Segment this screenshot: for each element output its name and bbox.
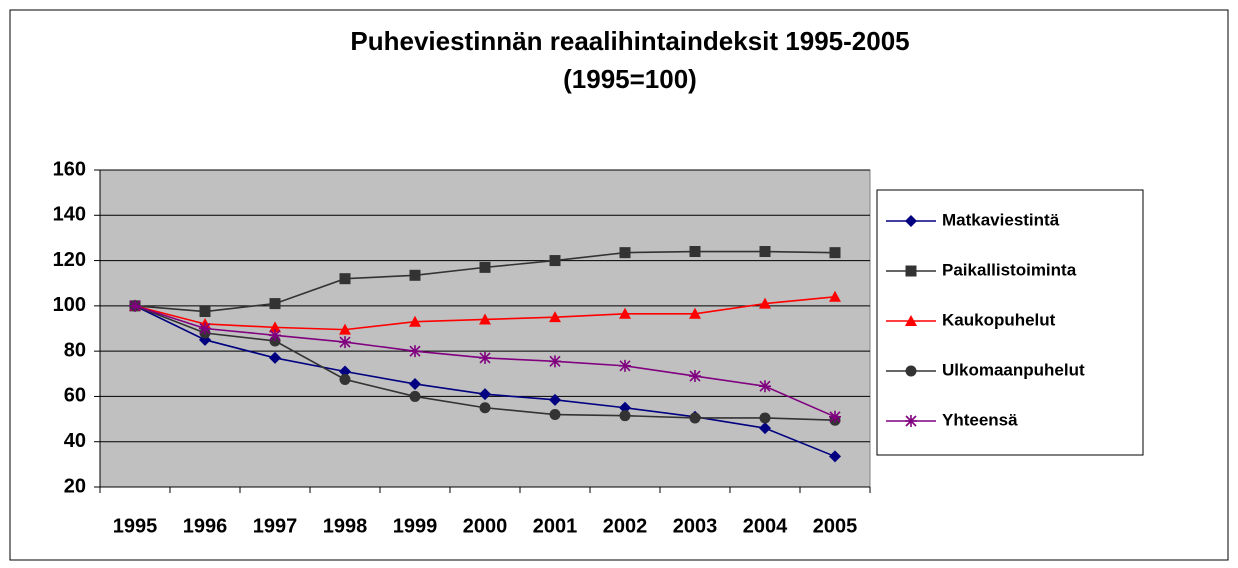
marker: [549, 355, 561, 368]
y-tick-label: 120: [53, 249, 86, 271]
marker: [409, 315, 421, 327]
marker: [619, 401, 631, 414]
marker: [759, 412, 771, 424]
x-tick-label: 2000: [463, 515, 508, 537]
y-tick-label: 100: [53, 294, 86, 316]
x-tick-label: 1995: [113, 515, 158, 537]
marker: [479, 261, 491, 273]
marker: [619, 359, 631, 372]
marker: [549, 311, 561, 323]
y-tick-label: 160: [53, 158, 86, 180]
marker: [619, 247, 631, 259]
marker: [829, 410, 841, 423]
legend-label: Yhteensä: [942, 410, 1018, 429]
marker: [905, 365, 917, 377]
marker: [759, 380, 771, 393]
marker: [269, 329, 281, 342]
marker: [409, 390, 421, 402]
marker: [409, 345, 421, 358]
marker: [619, 410, 631, 422]
marker: [759, 297, 771, 309]
y-tick-label: 20: [64, 475, 86, 497]
marker: [829, 290, 841, 302]
marker: [199, 306, 211, 318]
x-tick-label: 2004: [743, 515, 788, 537]
x-tick-label: 2003: [673, 515, 718, 537]
marker: [905, 315, 917, 326]
y-tick-label: 60: [64, 385, 86, 407]
marker: [829, 247, 841, 259]
marker: [829, 450, 841, 463]
y-tick-label: 140: [53, 204, 86, 226]
marker: [199, 322, 211, 335]
marker: [549, 255, 561, 267]
marker: [689, 246, 701, 258]
marker: [339, 336, 351, 349]
plot-area: [99, 169, 871, 488]
marker: [269, 351, 281, 364]
marker: [339, 323, 351, 335]
marker: [269, 298, 281, 310]
marker: [905, 215, 917, 227]
y-tick-label: 40: [64, 430, 86, 452]
marker: [269, 321, 281, 333]
y-tick-label: 80: [64, 339, 86, 361]
marker: [339, 365, 351, 378]
x-tick-label: 1999: [393, 515, 438, 537]
legend-box: [876, 189, 1144, 456]
x-tick-label: 1996: [183, 515, 228, 537]
legend-label: Kaukopuhelut: [942, 310, 1056, 329]
x-tick-label: 2005: [813, 515, 858, 537]
marker: [759, 422, 771, 435]
x-tick-label: 1997: [253, 515, 298, 537]
marker: [409, 269, 421, 281]
marker: [905, 265, 917, 277]
marker: [905, 415, 917, 427]
marker: [759, 246, 771, 258]
x-tick-label: 2001: [533, 515, 578, 537]
marker: [409, 377, 421, 390]
x-tick-label: 1998: [323, 515, 368, 537]
x-tick-label: 2002: [603, 515, 648, 537]
marker: [689, 307, 701, 319]
legend-label: Matkaviestintä: [942, 210, 1060, 229]
chart-title: (1995=100): [563, 64, 697, 94]
legend-label: Paikallistoiminta: [942, 260, 1077, 279]
chart-title: Puheviestinnän reaalihintaindeksit 1995-…: [350, 26, 909, 56]
marker: [549, 393, 561, 406]
marker: [549, 409, 561, 421]
marker: [339, 373, 351, 385]
marker: [689, 370, 701, 383]
legend-label: Ulkomaanpuhelut: [942, 360, 1085, 379]
marker: [339, 273, 351, 285]
marker: [479, 313, 491, 325]
marker: [479, 402, 491, 414]
marker: [479, 388, 491, 401]
marker: [129, 299, 141, 312]
marker: [479, 351, 491, 364]
marker: [619, 307, 631, 319]
marker: [689, 412, 701, 424]
